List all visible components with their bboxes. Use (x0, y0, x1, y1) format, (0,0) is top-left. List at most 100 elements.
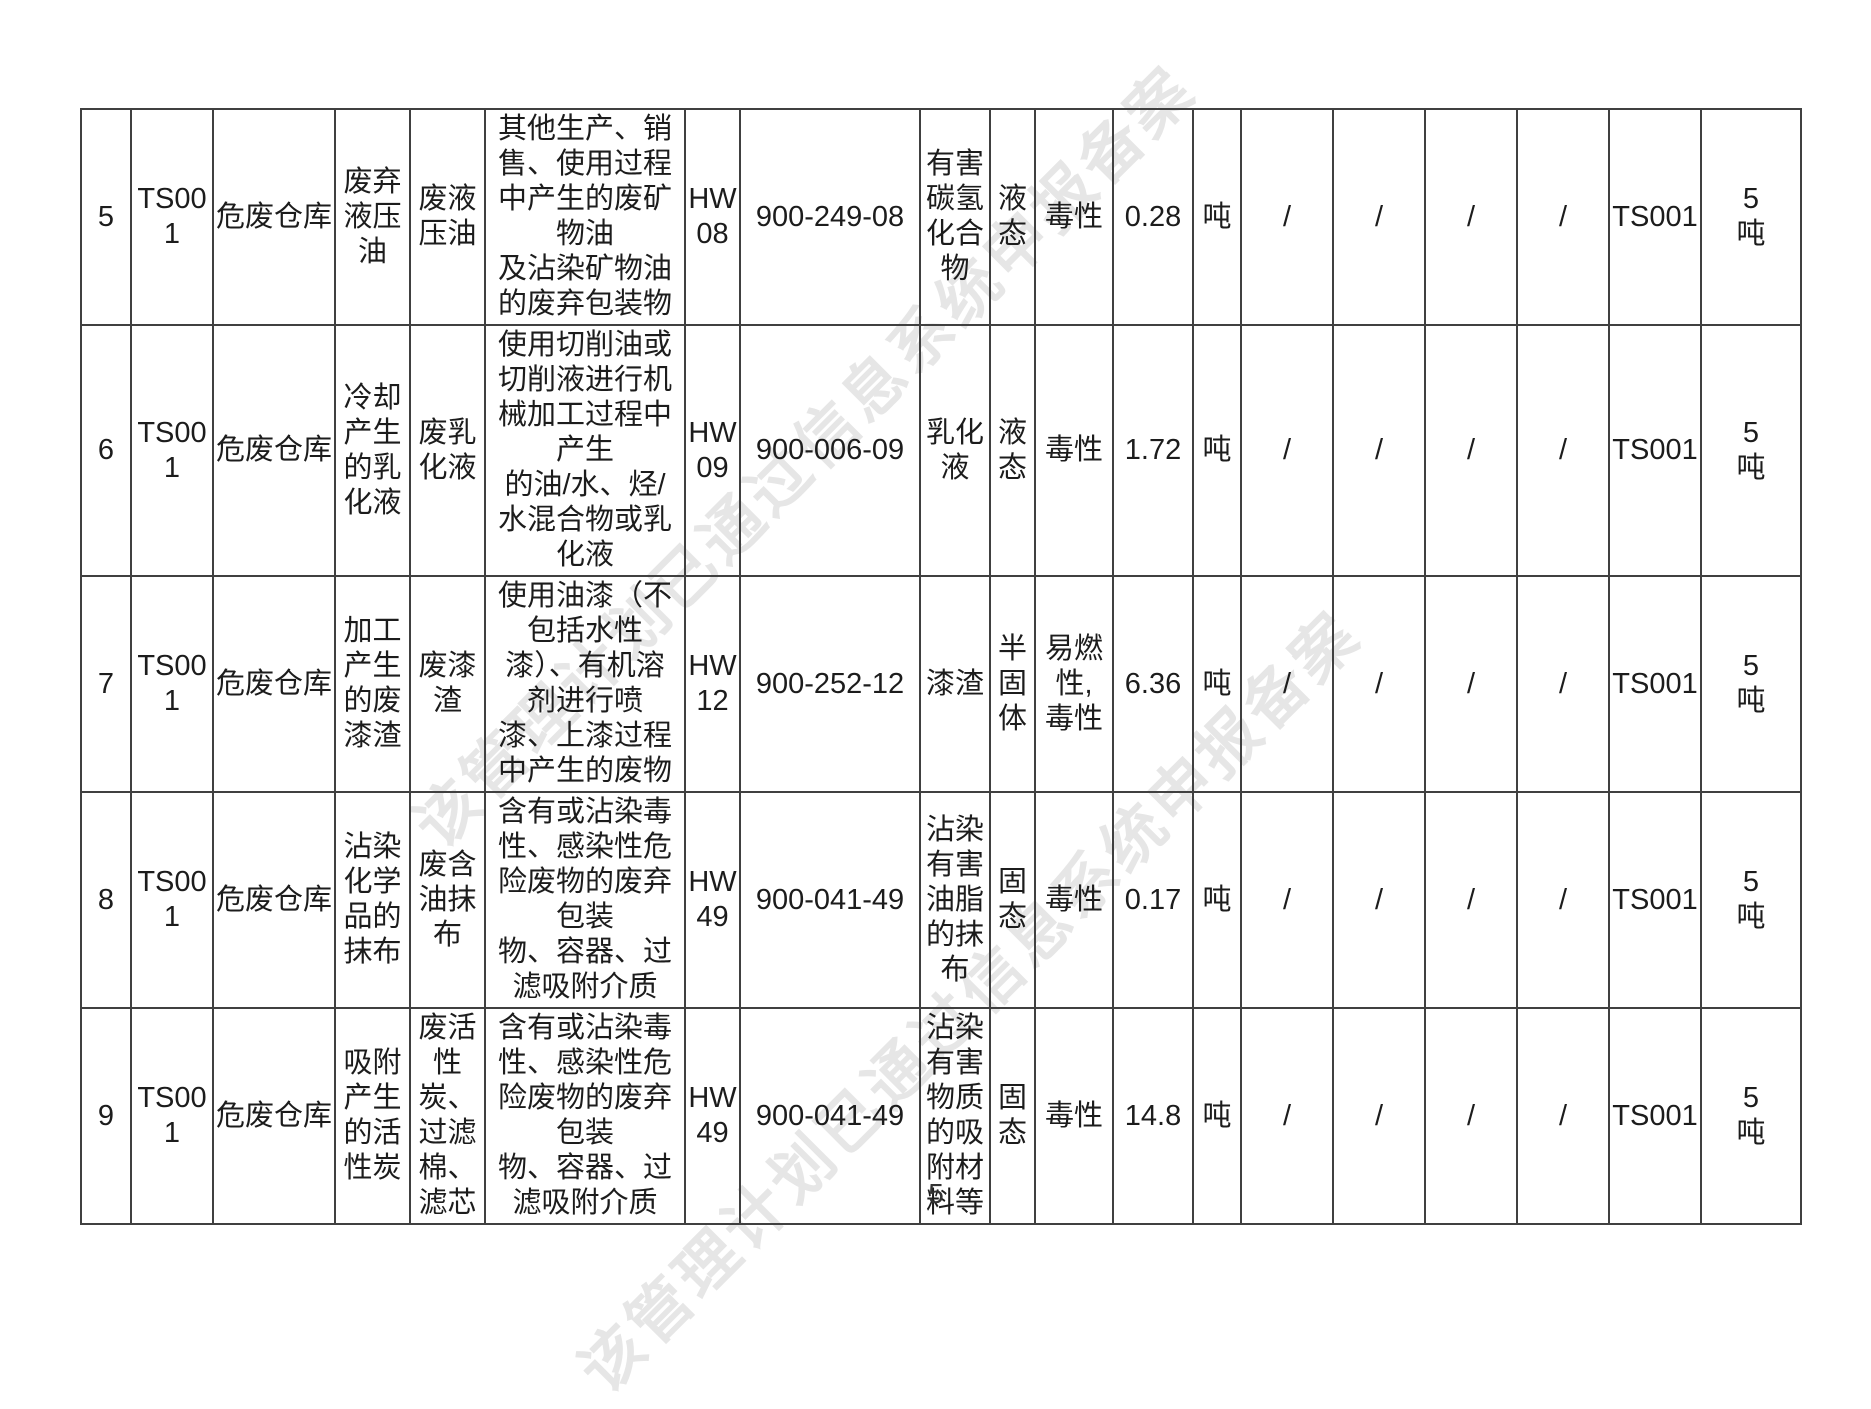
hazardous-waste-table: 5 TS001 危废仓库 废弃 液压 油废液 压油 其他生产、销 售、使用过程 中产生的… (80, 108, 1802, 1225)
col-waste-source-description: 使用切削油或 切削液进行机 械加工过程中 产生 的油/水、烃/ 水混合物或乳 化… (484, 324, 686, 577)
col-waste-source-description: 其他生产、销 售、使用过程 中产生的废矿 物油 及沾染矿物油 的废弃包装物 (484, 108, 686, 326)
col-annual-quantity: 0.28 (1112, 108, 1194, 326)
col-field-slash-1: / (1240, 575, 1334, 793)
col-field-slash-2: / (1332, 1007, 1426, 1225)
col-row-number: 5 (80, 108, 132, 326)
col-field-slash-1: / (1240, 324, 1334, 577)
col-field-slash-4: / (1516, 108, 1610, 326)
col-annual-quantity: 14.8 (1112, 1007, 1194, 1225)
col-waste-alias: 废乳 化液 (409, 324, 486, 577)
col-field-slash-4: / (1516, 791, 1610, 1009)
col-facility-code: TS001 (130, 791, 214, 1009)
col-row-number: 7 (80, 575, 132, 793)
col-waste-code: 900-041-49 (739, 791, 921, 1009)
page-number: 5 (928, 1178, 944, 1209)
col-quantity-unit: 吨 (1192, 1007, 1242, 1225)
col-annual-quantity: 1.72 (1112, 324, 1194, 577)
col-hazard-property: 毒性 (1034, 108, 1114, 326)
col-facility-code: TS001 (130, 575, 214, 793)
col-row-number: 6 (80, 324, 132, 577)
table-row: 5 TS001 危废仓库 废弃 液压 油废液 压油 其他生产、销 售、使用过程 中产生的… (80, 108, 1802, 326)
col-waste-source-description: 含有或沾染毒 性、感染性危 险废物的废弃 包装 物、容器、过 滤吸附介质 (484, 791, 686, 1009)
col-physical-form: 液 态 (989, 108, 1036, 326)
col-harmful-substance: 沾染 有害 油脂 的抹 布 (919, 791, 991, 1009)
col-physical-form: 半 固 体 (989, 575, 1036, 793)
col-storage-facility-code: TS001 (1608, 108, 1702, 326)
col-storage-capacity: 5 吨 (1700, 1007, 1802, 1225)
col-storage-capacity: 5 吨 (1700, 791, 1802, 1009)
table-row: 8 TS001 危废仓库 沾染 化学 品的 抹布 废含 油抹 布含有或沾染毒 性、感染性… (80, 791, 1802, 1009)
col-hazard-property: 易燃 性, 毒性 (1034, 575, 1114, 793)
col-field-slash-3: / (1424, 1007, 1518, 1225)
col-harmful-substance: 有害 碳氢 化合 物 (919, 108, 991, 326)
col-waste-code: 900-041-49 (739, 1007, 921, 1225)
col-storage-location: 危废仓库 (212, 791, 336, 1009)
col-harmful-substance: 沾染 有害 物质 的吸 附材 料等 (919, 1007, 991, 1225)
col-hw-category: HW 09 (684, 324, 741, 577)
table-row: 6 TS001 危废仓库 冷却 产生 的乳 化液 废乳 化液 使用切削油或 切削液进行机 … (80, 324, 1802, 577)
col-waste-name: 吸附 产生 的活 性炭 (334, 1007, 411, 1225)
col-waste-code: 900-249-08 (739, 108, 921, 326)
col-quantity-unit: 吨 (1192, 324, 1242, 577)
col-hw-category: HW 12 (684, 575, 741, 793)
waste-table-body: 5 TS001 危废仓库 废弃 液压 油废液 压油 其他生产、销 售、使用过程 中产生的… (80, 108, 1802, 1225)
col-hazard-property: 毒性 (1034, 791, 1114, 1009)
col-field-slash-4: / (1516, 324, 1610, 577)
col-waste-alias: 废漆 渣 (409, 575, 486, 793)
col-field-slash-4: / (1516, 575, 1610, 793)
col-facility-code: TS001 (130, 324, 214, 577)
col-field-slash-3: / (1424, 791, 1518, 1009)
col-field-slash-2: / (1332, 324, 1426, 577)
col-storage-capacity: 5 吨 (1700, 575, 1802, 793)
col-harmful-substance: 乳化 液 (919, 324, 991, 577)
col-physical-form: 固 态 (989, 1007, 1036, 1225)
col-waste-code: 900-006-09 (739, 324, 921, 577)
col-field-slash-3: / (1424, 575, 1518, 793)
col-row-number: 9 (80, 1007, 132, 1225)
col-waste-source-description: 含有或沾染毒 性、感染性危 险废物的废弃 包装 物、容器、过 滤吸附介质 (484, 1007, 686, 1225)
col-quantity-unit: 吨 (1192, 575, 1242, 793)
col-hw-category: HW 49 (684, 791, 741, 1009)
col-field-slash-4: / (1516, 1007, 1610, 1225)
col-quantity-unit: 吨 (1192, 791, 1242, 1009)
col-hw-category: HW 08 (684, 108, 741, 326)
col-annual-quantity: 6.36 (1112, 575, 1194, 793)
col-field-slash-1: / (1240, 791, 1334, 1009)
col-storage-facility-code: TS001 (1608, 324, 1702, 577)
col-waste-name: 沾染 化学 品的 抹布 (334, 791, 411, 1009)
col-waste-source-description: 使用油漆（不 包括水性 漆）、有机溶 剂进行喷 漆、上漆过程 中产生的废物 (484, 575, 686, 793)
table-row: 7 TS001 危废仓库 加工 产生 的废 漆渣 废漆 渣使用油漆（不 包括水性 漆）、… (80, 575, 1802, 793)
col-annual-quantity: 0.17 (1112, 791, 1194, 1009)
col-storage-location: 危废仓库 (212, 1007, 336, 1225)
col-field-slash-3: / (1424, 324, 1518, 577)
col-waste-name: 冷却 产生 的乳 化液 (334, 324, 411, 577)
col-waste-name: 加工 产生 的废 漆渣 (334, 575, 411, 793)
col-waste-alias: 废含 油抹 布 (409, 791, 486, 1009)
col-storage-facility-code: TS001 (1608, 575, 1702, 793)
col-storage-facility-code: TS001 (1608, 791, 1702, 1009)
col-storage-capacity: 5 吨 (1700, 108, 1802, 326)
col-quantity-unit: 吨 (1192, 108, 1242, 326)
col-field-slash-1: / (1240, 1007, 1334, 1225)
col-field-slash-1: / (1240, 108, 1334, 326)
col-field-slash-2: / (1332, 575, 1426, 793)
col-waste-code: 900-252-12 (739, 575, 921, 793)
col-hw-category: HW 49 (684, 1007, 741, 1225)
col-field-slash-2: / (1332, 108, 1426, 326)
col-hazard-property: 毒性 (1034, 1007, 1114, 1225)
col-physical-form: 固 态 (989, 791, 1036, 1009)
col-storage-location: 危废仓库 (212, 108, 336, 326)
col-storage-capacity: 5 吨 (1700, 324, 1802, 577)
col-storage-facility-code: TS001 (1608, 1007, 1702, 1225)
col-waste-alias: 废液 压油 (409, 108, 486, 326)
col-facility-code: TS001 (130, 1007, 214, 1225)
col-waste-alias: 废活 性 炭、 过滤 棉、 滤芯 (409, 1007, 486, 1225)
table-row: 9 TS001 危废仓库 吸附 产生 的活 性炭 废活 性 炭、 过滤 棉、 滤芯 含有或… (80, 1007, 1802, 1225)
col-facility-code: TS001 (130, 108, 214, 326)
col-row-number: 8 (80, 791, 132, 1009)
col-field-slash-3: / (1424, 108, 1518, 326)
col-storage-location: 危废仓库 (212, 575, 336, 793)
col-waste-name: 废弃 液压 油 (334, 108, 411, 326)
col-physical-form: 液 态 (989, 324, 1036, 577)
col-field-slash-2: / (1332, 791, 1426, 1009)
